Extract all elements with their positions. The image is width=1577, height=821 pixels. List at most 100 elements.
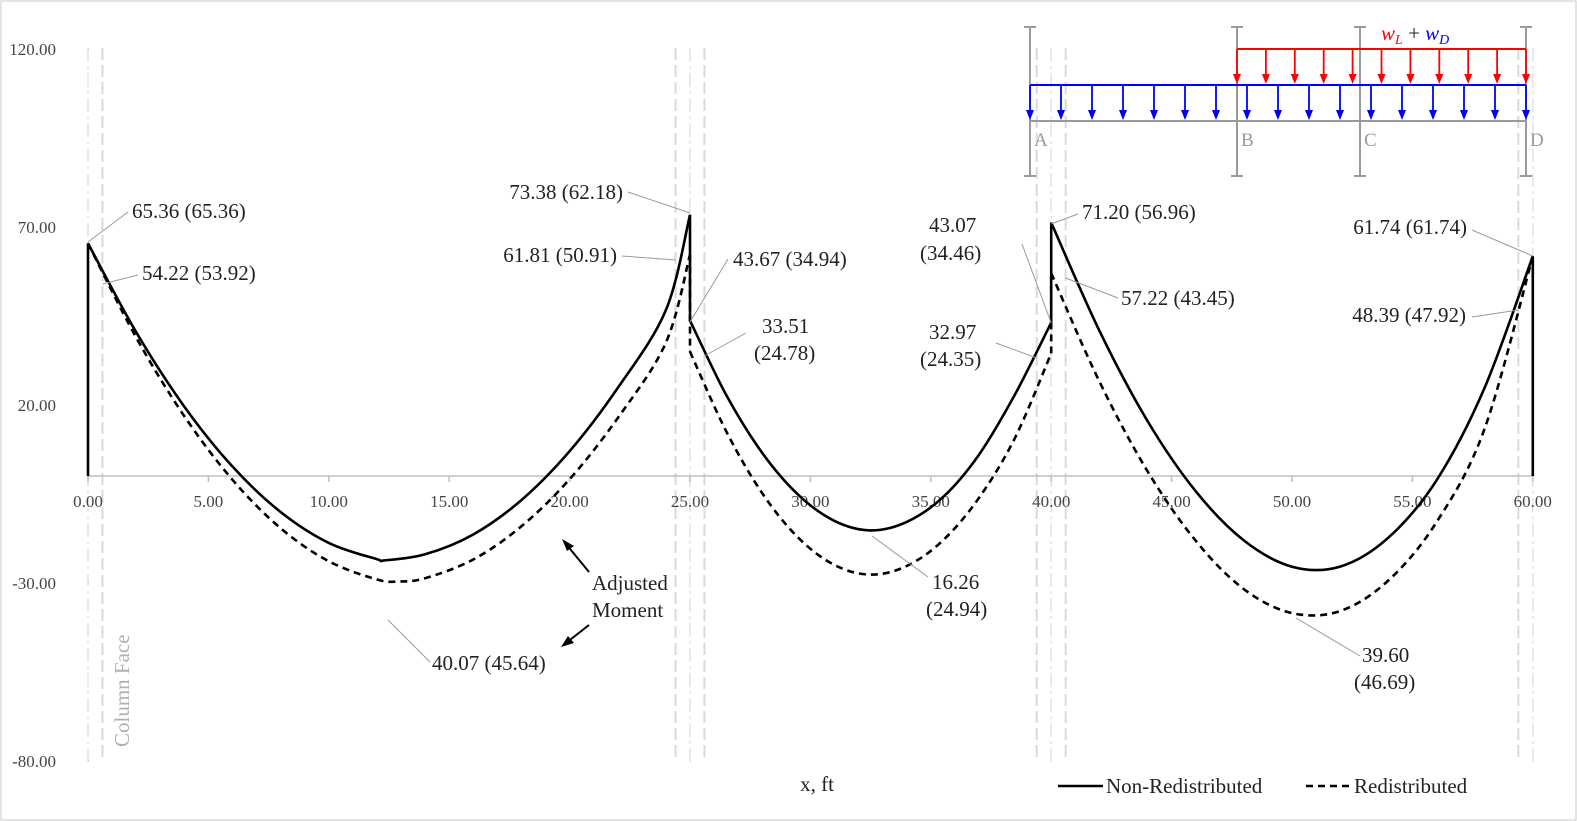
annotation-leader-line xyxy=(1295,617,1361,657)
moment-annotation: 61.74 (61.74) xyxy=(1353,215,1467,239)
legend-label-non-redistributed: Non-Redistributed xyxy=(1106,774,1263,798)
arrow-head-icon xyxy=(1348,74,1357,84)
x-tick-label: 10.00 xyxy=(310,492,348,511)
arrow-head-icon xyxy=(1181,110,1189,120)
annotation-leader-line xyxy=(627,191,691,214)
arrow-head-icon xyxy=(1522,74,1530,84)
arrow-head-icon xyxy=(1233,74,1241,84)
moment-annotation: 73.38 (62.18) xyxy=(509,180,623,204)
arrow-head-icon xyxy=(1377,74,1386,84)
arrow-head-icon xyxy=(1493,74,1502,84)
y-tick-label: 120.00 xyxy=(9,40,56,59)
arrow-head-icon xyxy=(1274,110,1282,120)
x-axis-label: x, ft xyxy=(800,772,834,796)
redistributed-span xyxy=(86,242,692,584)
moment-annotation: (46.69) xyxy=(1354,670,1415,694)
arrow-head-icon xyxy=(1212,110,1220,120)
arrow-head-icon xyxy=(1367,110,1375,120)
x-tick-label: 60.00 xyxy=(1514,492,1552,511)
annotation-leader-line xyxy=(871,535,929,578)
moment-annotation: 43.07 xyxy=(929,213,976,237)
support-label: C xyxy=(1364,130,1377,151)
load-label: wL + wD xyxy=(1381,21,1449,48)
non-redistributed-span xyxy=(86,214,692,563)
arrow-head-icon xyxy=(562,539,574,551)
axes: 0.00 5.00 10.00 15.00 20.00 25.00 30.00 35.00 40… xyxy=(9,40,1552,771)
adjusted-moment-label-line2: Moment xyxy=(592,598,663,622)
moment-annotation: 33.51 xyxy=(762,314,809,338)
load-diagram-inset: A B C DwL + wD xyxy=(1024,21,1544,177)
annotation-leader-line xyxy=(102,274,139,285)
curves xyxy=(86,214,1535,617)
annotation-leader-line xyxy=(87,211,129,243)
arrow-head-icon xyxy=(1305,110,1313,120)
arrow-head-icon xyxy=(1336,110,1344,120)
annotation-leader-line xyxy=(387,619,431,663)
arrow-head-icon xyxy=(1460,110,1468,120)
annotation-leader-line xyxy=(621,255,676,261)
x-tick-label: 50.00 xyxy=(1273,492,1311,511)
moment-annotation: 61.81 (50.91) xyxy=(503,243,617,267)
moment-annotation: 32.97 xyxy=(929,320,976,344)
arrow-head-icon xyxy=(1398,110,1406,120)
support-label: B xyxy=(1241,130,1254,151)
y-tick-label: -80.00 xyxy=(12,752,56,771)
x-tick-label: 15.00 xyxy=(430,492,468,511)
annotations: 65.36 (65.36) 54.22 (53.92) 40.07 (45.64) 7… xyxy=(132,180,1467,694)
moment-annotation: (24.94) xyxy=(926,597,987,621)
moment-annotation: 48.39 (47.92) xyxy=(1352,303,1466,327)
x-tick-label: 0.00 xyxy=(73,492,103,511)
moment-annotation: 71.20 (56.96) xyxy=(1082,200,1196,224)
moment-annotation: 43.67 (34.94) xyxy=(733,247,847,271)
moment-annotation: 54.22 (53.92) xyxy=(142,261,256,285)
y-tick-label: 20.00 xyxy=(18,396,56,415)
legend-label-redistributed: Redistributed xyxy=(1354,774,1468,798)
annotation-leader-line xyxy=(1051,213,1079,225)
annotation-leaders xyxy=(87,191,1533,663)
x-tick-label: 45.00 xyxy=(1152,492,1190,511)
moment-annotation: (24.35) xyxy=(920,347,981,371)
arrow-head-icon xyxy=(1491,110,1499,120)
non-redistributed-span xyxy=(1050,222,1535,572)
arrow-head-icon xyxy=(1464,74,1473,84)
column-face-label: Column Face xyxy=(110,634,134,747)
column-face-lines xyxy=(87,48,1534,762)
arrow-head-icon xyxy=(561,636,574,647)
moment-annotation: 57.22 (43.45) xyxy=(1121,286,1235,310)
annotation-leader-line xyxy=(689,258,729,323)
arrow-head-icon xyxy=(1088,110,1096,120)
annotation-leader-line xyxy=(1021,243,1052,324)
x-tick-label: 20.00 xyxy=(550,492,588,511)
y-tick-label: -30.00 xyxy=(12,574,56,593)
x-tick-label: 55.00 xyxy=(1393,492,1431,511)
moment-annotation: 39.60 xyxy=(1362,643,1409,667)
arrow-head-icon xyxy=(1026,110,1034,120)
arrow-head-icon xyxy=(1319,74,1328,84)
arrow-head-icon xyxy=(1057,110,1065,120)
redistributed-span xyxy=(688,351,1053,576)
arrow-head-icon xyxy=(1243,110,1251,120)
annotation-leader-line xyxy=(704,332,747,357)
arrow-head-icon xyxy=(1435,74,1444,84)
adjusted-moment-label-line1: Adjusted xyxy=(592,571,668,595)
moment-annotation: (24.78) xyxy=(754,341,815,365)
x-tick-label: 25.00 xyxy=(671,492,709,511)
adjusted-moment-callout: Adjusted Moment xyxy=(561,539,668,647)
x-tick-label: 40.00 xyxy=(1032,492,1070,511)
annotation-leader-line xyxy=(1471,309,1519,318)
support-label: A xyxy=(1034,130,1048,151)
annotation-leader-line xyxy=(1065,277,1119,299)
moment-annotation: 16.26 xyxy=(932,570,979,594)
redistributed-span xyxy=(1050,255,1535,617)
moment-annotation: 40.07 (45.64) xyxy=(432,651,546,675)
moment-annotation: 65.36 (65.36) xyxy=(132,199,246,223)
legend: Non-Redistributed Redistributed xyxy=(1058,774,1468,798)
y-tick-label: 70.00 xyxy=(18,218,56,237)
moment-annotation: (34.46) xyxy=(920,241,981,265)
arrow-head-icon xyxy=(1406,74,1415,84)
support-label: D xyxy=(1530,130,1544,151)
arrow-head-icon xyxy=(1261,74,1270,84)
arrow-head-icon xyxy=(1119,110,1127,120)
